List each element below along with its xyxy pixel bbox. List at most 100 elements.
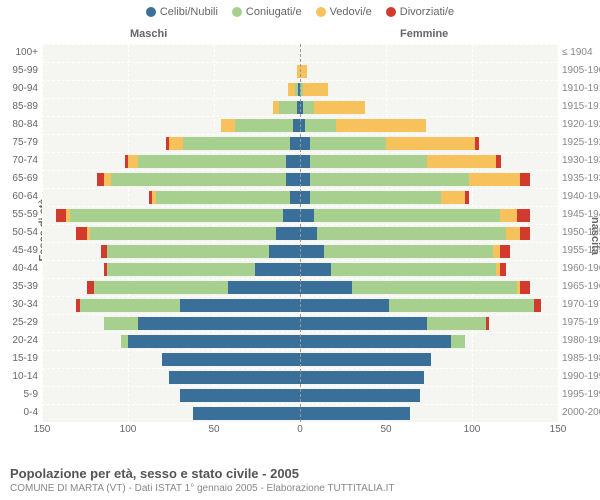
bar-segment-male <box>193 407 300 421</box>
bar-segment-male <box>121 335 128 349</box>
bar-segment-male <box>169 137 183 151</box>
bar-segment-female <box>303 101 313 115</box>
bar-segment-female <box>520 173 530 187</box>
bar-segment-male <box>76 299 79 313</box>
y-tick-birth: 1915-1919 <box>560 101 600 112</box>
bar-segment-female <box>441 191 465 205</box>
bar-segment-male <box>104 173 111 187</box>
female-label: Femmine <box>400 28 448 40</box>
bar-segment-female <box>500 209 517 223</box>
bar-segment-male <box>66 209 69 223</box>
bar-segment-male <box>101 245 108 259</box>
bar-segment-female <box>300 209 314 223</box>
y-tick-birth: 1905-1909 <box>560 65 600 76</box>
bar-segment-male <box>156 191 290 205</box>
plot-area <box>42 44 558 422</box>
legend-item: Divorziati/e <box>386 6 454 18</box>
legend-label: Celibi/Nubili <box>160 6 218 18</box>
bar-segment-male <box>166 137 169 151</box>
bar-segment-female <box>300 245 324 259</box>
legend-label: Coniugati/e <box>246 6 302 18</box>
bar-segment-male <box>235 119 293 133</box>
bar-segment-female <box>475 137 478 151</box>
y-tick-birth: ≤ 1904 <box>560 47 600 58</box>
bar-segment-female <box>427 317 485 331</box>
bar-segment-male <box>183 137 290 151</box>
y-tick-birth: 1935-1939 <box>560 173 600 184</box>
bar-segment-male <box>90 227 276 241</box>
bar-segment-female <box>486 317 489 331</box>
bar-segment-male <box>162 353 300 367</box>
bar-segment-male <box>87 227 90 241</box>
chart: Fasce di età Anni di nascita 15010050050… <box>42 44 558 442</box>
x-tick: 100 <box>464 424 481 435</box>
y-tick-age: 60-64 <box>0 191 42 202</box>
bar-segment-female <box>303 83 327 97</box>
bar-segment-female <box>300 317 427 331</box>
y-tick-age: 100+ <box>0 47 42 58</box>
y-tick-age: 50-54 <box>0 227 42 238</box>
legend-swatch <box>146 7 156 17</box>
bar-segment-female <box>310 155 427 169</box>
y-tick-birth: 1920-1924 <box>560 119 600 130</box>
bar-segment-female <box>300 407 410 421</box>
bar-segment-male <box>180 389 300 403</box>
bar-segment-female <box>300 191 310 205</box>
x-tick: 150 <box>34 424 51 435</box>
male-label: Maschi <box>130 28 167 40</box>
bar-segment-female <box>520 281 530 295</box>
y-tick-age: 95-99 <box>0 65 42 76</box>
legend-swatch <box>386 7 396 17</box>
y-tick-age: 5-9 <box>0 389 42 400</box>
y-tick-birth: 1965-1969 <box>560 281 600 292</box>
bar-segment-female <box>300 281 352 295</box>
legend: Celibi/NubiliConiugati/eVedovi/eDivorzia… <box>0 0 600 20</box>
bar-segment-male <box>228 281 300 295</box>
bar-segment-male <box>111 173 286 187</box>
y-tick-birth: 1985-1989 <box>560 353 600 364</box>
bar-segment-male <box>180 299 300 313</box>
bar-segment-female <box>534 299 541 313</box>
y-tick-age: 85-89 <box>0 101 42 112</box>
bar-segment-female <box>517 209 531 223</box>
bar-segment-female <box>500 263 507 277</box>
y-tick-age: 90-94 <box>0 83 42 94</box>
bar-segment-male <box>286 173 300 187</box>
x-tick: 50 <box>380 424 391 435</box>
y-tick-age: 55-59 <box>0 209 42 220</box>
bar-segment-female <box>331 263 496 277</box>
bar-segment-female <box>520 227 530 241</box>
bar-segment-female <box>300 335 451 349</box>
bar-segment-female <box>310 173 468 187</box>
bar-segment-male <box>290 191 300 205</box>
bar-segment-male <box>70 209 283 223</box>
bar-segment-female <box>386 137 475 151</box>
bar-segment-female <box>300 173 310 187</box>
bar-segment-male <box>128 335 300 349</box>
y-tick-age: 20-24 <box>0 335 42 346</box>
bar-segment-female <box>493 245 500 259</box>
y-tick-birth: 1940-1944 <box>560 191 600 202</box>
footer: Popolazione per età, sesso e stato civil… <box>10 466 590 494</box>
bar-segment-male <box>80 299 180 313</box>
y-tick-birth: 1980-1984 <box>560 335 600 346</box>
bar-segment-male <box>273 101 280 115</box>
y-tick-birth: 2000-2004 <box>560 407 600 418</box>
bar-segment-female <box>469 173 521 187</box>
y-tick-age: 65-69 <box>0 173 42 184</box>
bar-segment-male <box>76 227 86 241</box>
bar-segment-female <box>496 155 501 169</box>
y-tick-age: 40-44 <box>0 263 42 274</box>
bar-segment-male <box>169 371 300 385</box>
bar-segment-female <box>352 281 517 295</box>
bar-segment-male <box>94 281 228 295</box>
bar-segment-male <box>283 209 300 223</box>
bar-segment-male <box>290 137 300 151</box>
bar-segment-female <box>310 137 386 151</box>
bar-segment-female <box>427 155 496 169</box>
bar-segment-female <box>300 263 331 277</box>
y-tick-birth: 1930-1934 <box>560 155 600 166</box>
bar-segment-male <box>104 263 107 277</box>
legend-label: Divorziati/e <box>400 6 454 18</box>
bar-segment-female <box>314 101 366 115</box>
